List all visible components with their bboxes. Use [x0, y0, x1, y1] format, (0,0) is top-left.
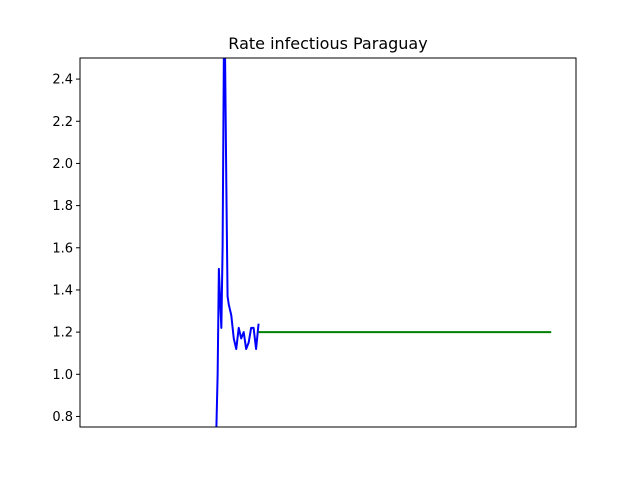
series-layer: [215, 58, 552, 427]
y-tick-label: 2.2: [52, 115, 73, 130]
y-tick-label: 1.0: [52, 368, 73, 383]
chart-title: Rate infectious Paraguay: [228, 34, 427, 53]
y-axis: 0.8 1.0 1.2 1.4 1.6 1.8 2.0 2.2 2.4: [52, 73, 80, 425]
y-tick-label: 2.0: [52, 157, 73, 172]
y-tick-label: 2.4: [52, 73, 73, 88]
y-tick-label: 1.4: [52, 283, 73, 298]
y-tick-label: 1.6: [52, 241, 73, 256]
plot-frame: [79, 57, 577, 428]
y-tick-label: 0.8: [52, 410, 73, 425]
y-tick-label: 1.8: [52, 199, 73, 214]
series-line-0: [215, 58, 260, 427]
y-tick-label: 1.2: [52, 326, 73, 341]
